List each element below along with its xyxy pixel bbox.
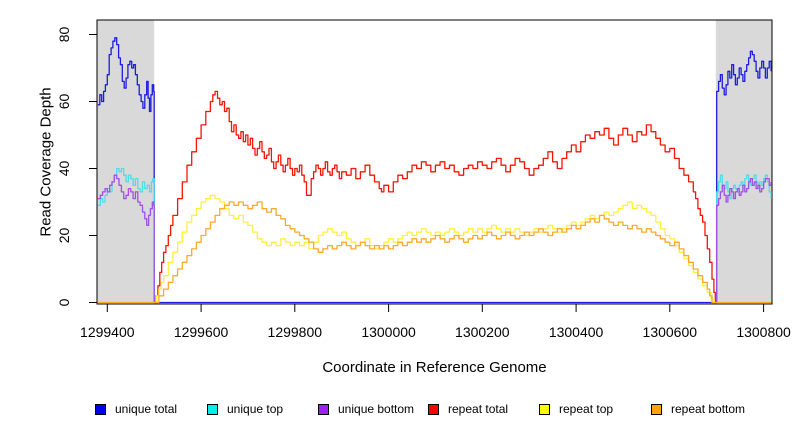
shaded-region	[97, 20, 155, 302]
x-tick-label: 1300600	[643, 324, 698, 340]
y-axis-title: Read Coverage Depth	[37, 87, 55, 237]
unique-bottom-line	[715, 177, 772, 304]
x-axis-title: Coordinate in Reference Genome	[322, 359, 547, 376]
y-tick-label: 80	[56, 27, 72, 43]
y-tick-label: 0	[56, 298, 72, 306]
x-tick-label: 1300200	[455, 324, 510, 340]
x-tick-label: 1300800	[736, 324, 791, 340]
unique-top-line	[97, 167, 155, 303]
x-tick-label: 1299400	[80, 324, 135, 340]
x-tick-label: 1300400	[549, 324, 604, 340]
y-tick-label: 20	[56, 228, 72, 244]
shaded-region	[715, 20, 773, 302]
x-tick-label: 1299600	[174, 324, 229, 340]
x-tick-label: 1299800	[268, 324, 323, 340]
repeat-bottom-line	[97, 201, 772, 304]
y-tick-label: 40	[56, 161, 72, 177]
x-tick-label: 1300000	[361, 324, 416, 340]
y-tick-label: 60	[56, 94, 72, 110]
unique-total-line	[97, 37, 772, 304]
repeat-total-line	[154, 90, 716, 304]
repeat-top-line	[154, 194, 715, 304]
plot-box	[96, 19, 773, 305]
unique-bottom-line	[97, 174, 155, 303]
